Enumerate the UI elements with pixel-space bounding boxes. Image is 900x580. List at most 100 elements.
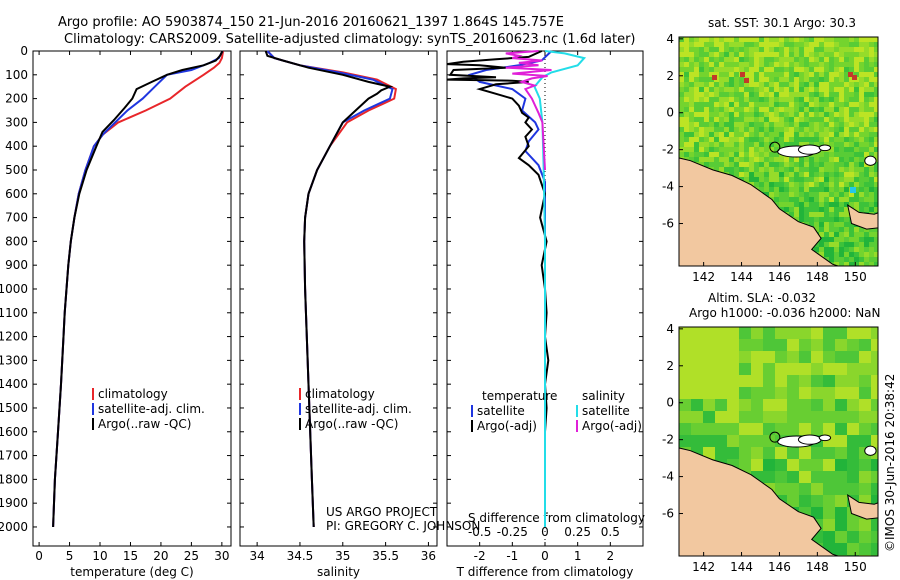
map-cell [874, 37, 878, 42]
map-cell [719, 107, 724, 112]
map-cell [759, 77, 764, 82]
map-cell [714, 87, 719, 92]
map-cell [869, 132, 874, 137]
map-cell [839, 137, 844, 142]
map-cell [759, 72, 764, 77]
map-cell [839, 42, 844, 47]
map-cell [799, 399, 811, 411]
depth-tick-label: 1300 [0, 353, 28, 367]
map-cell [859, 97, 864, 102]
map-cell [739, 351, 751, 363]
map-cell [787, 339, 799, 351]
map-cell [719, 122, 724, 127]
map-cell [829, 142, 834, 147]
map-cell [799, 447, 811, 459]
map-cell [679, 37, 684, 42]
map-cell [764, 57, 769, 62]
map-cell [769, 47, 774, 52]
map-cell [789, 177, 794, 182]
map-cell [864, 252, 869, 257]
map-cell [764, 47, 769, 52]
map-cell [844, 202, 849, 207]
map-cell [744, 162, 749, 167]
map-cell [847, 531, 859, 543]
map-cell [824, 247, 829, 252]
map-cell [859, 192, 864, 197]
map-cell [691, 435, 703, 447]
map-cell [739, 102, 744, 107]
map-cell [859, 207, 864, 212]
map-cell [794, 52, 799, 57]
map-cell [859, 47, 864, 52]
map-cell [854, 42, 859, 47]
map-cell [854, 152, 859, 157]
map-cell [699, 47, 704, 52]
map-cell [787, 483, 799, 495]
map-cell [754, 77, 759, 82]
map-cell [754, 162, 759, 167]
map-cell [714, 127, 719, 132]
map-cell [859, 82, 864, 87]
map-cell [751, 327, 763, 339]
map-cell [819, 87, 824, 92]
map-cell [819, 152, 824, 157]
map-cell [839, 262, 844, 266]
map-cell [694, 112, 699, 117]
map-cell [719, 52, 724, 57]
map-cell [869, 207, 874, 212]
float-position-marker [769, 431, 781, 443]
map-cell [739, 57, 744, 62]
map-cell [734, 37, 739, 42]
map-cell [814, 112, 819, 117]
map-warm-spot [848, 72, 853, 77]
map-cell [769, 72, 774, 77]
map-cell [739, 132, 744, 137]
map-cell [684, 142, 689, 147]
map-cell [809, 112, 814, 117]
map-cell [819, 102, 824, 107]
map-cell [869, 137, 874, 142]
map-cell [759, 137, 764, 142]
map-cell [769, 127, 774, 132]
depth-tick-label: 800 [5, 234, 28, 248]
map-cell [819, 37, 824, 42]
map-cell [784, 87, 789, 92]
map-cell [814, 47, 819, 52]
map-cell [859, 137, 864, 142]
map-cell [764, 157, 769, 162]
map-cell [709, 132, 714, 137]
x-tick-label: 35 [335, 549, 350, 563]
map-cell [814, 157, 819, 162]
map-cell [859, 162, 864, 167]
map-cell [809, 47, 814, 52]
map-cell [849, 202, 854, 207]
map-cell [869, 52, 874, 57]
legend-label: satellite [582, 404, 630, 418]
map-cell [769, 162, 774, 167]
map-cell [751, 351, 763, 363]
map-cell [799, 167, 804, 172]
map-cell [844, 227, 849, 232]
map-cell [744, 52, 749, 57]
map-cell [871, 339, 878, 351]
map-cell [684, 47, 689, 52]
map-cell [811, 399, 823, 411]
map-cell [703, 399, 715, 411]
map-cell [794, 122, 799, 127]
map-cell [694, 142, 699, 147]
map-cell [784, 72, 789, 77]
map-cell [769, 112, 774, 117]
map-cell [799, 217, 804, 222]
map-cell [829, 177, 834, 182]
map-cell [784, 102, 789, 107]
map-cell [749, 127, 754, 132]
map-cell [824, 227, 829, 232]
map-cell [784, 177, 789, 182]
map-cell [775, 483, 787, 495]
map-cell [739, 157, 744, 162]
map-cell [789, 187, 794, 192]
map-cell [739, 62, 744, 67]
map-cell [794, 107, 799, 112]
map-cell [779, 122, 784, 127]
map-cell [754, 52, 759, 57]
